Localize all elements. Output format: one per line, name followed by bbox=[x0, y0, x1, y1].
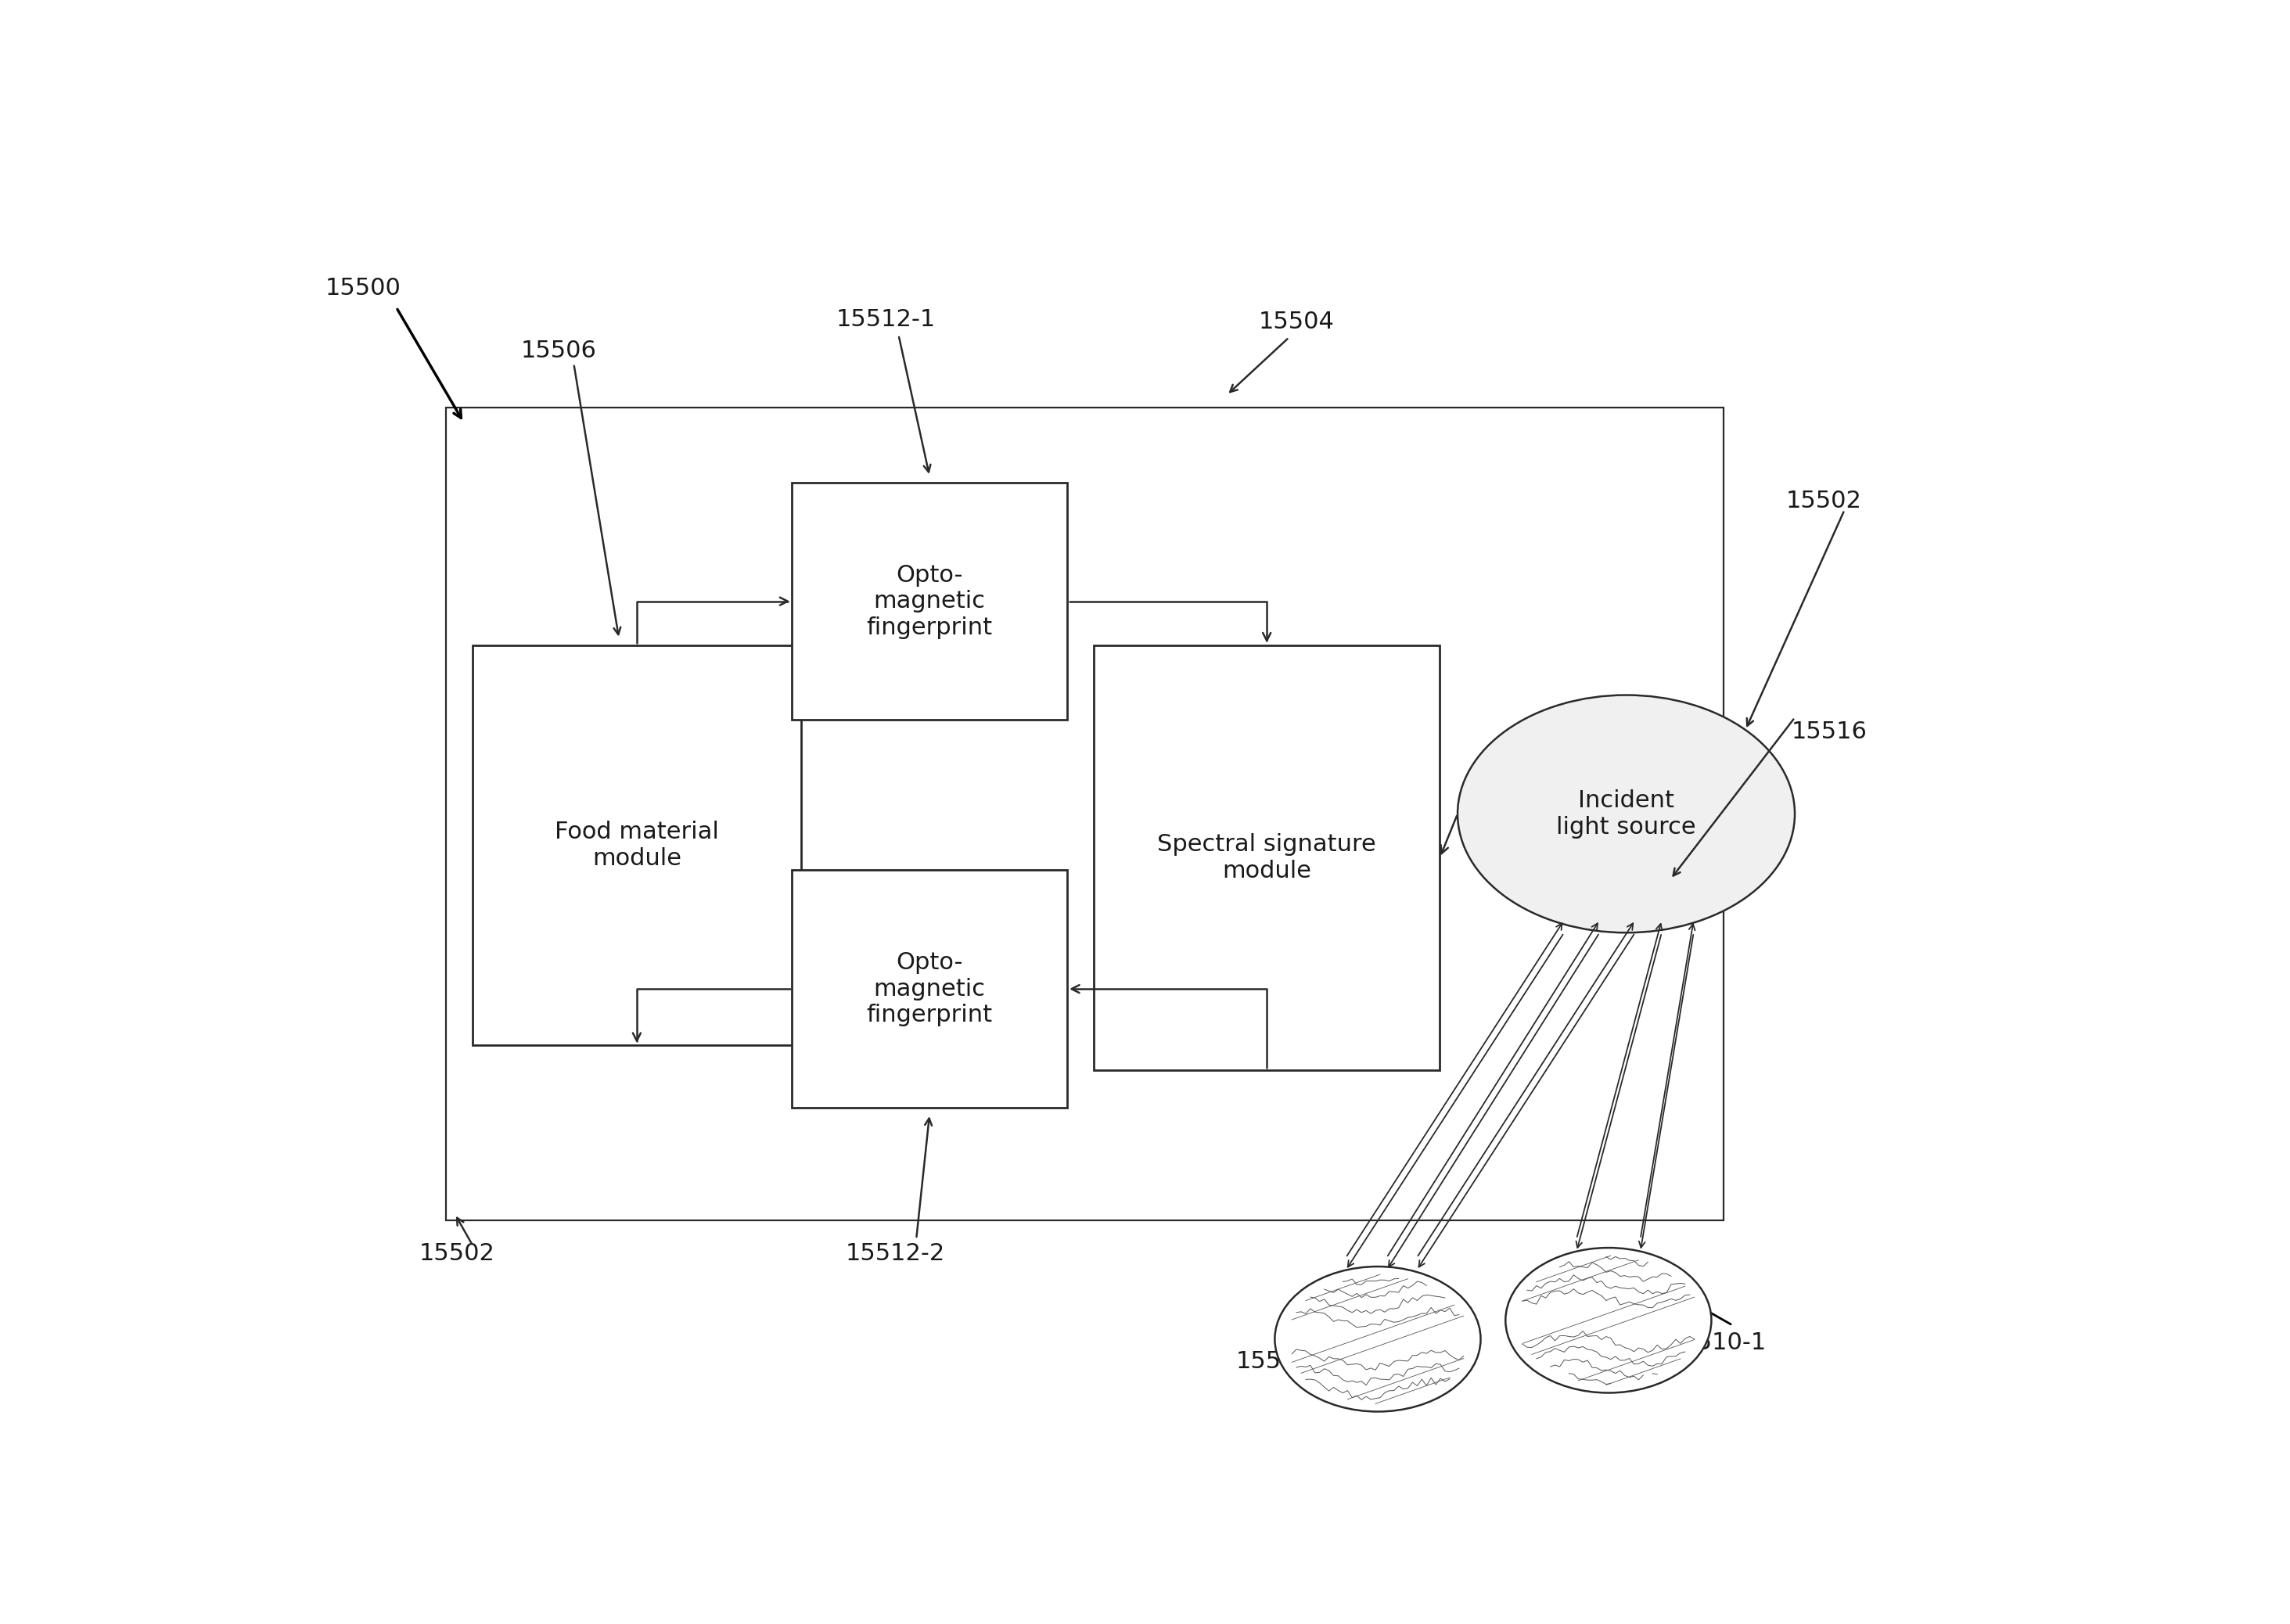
Text: Opto-
magnetic
fingerprint: Opto- magnetic fingerprint bbox=[866, 952, 992, 1026]
Circle shape bbox=[1276, 1267, 1482, 1411]
FancyBboxPatch shape bbox=[472, 645, 801, 1046]
Circle shape bbox=[1459, 695, 1795, 932]
Text: 15510-1: 15510-1 bbox=[1667, 1332, 1766, 1354]
FancyBboxPatch shape bbox=[792, 870, 1067, 1108]
FancyBboxPatch shape bbox=[792, 482, 1067, 719]
Text: Spectral signature
module: Spectral signature module bbox=[1156, 833, 1376, 882]
Text: 15510-2: 15510-2 bbox=[1237, 1350, 1335, 1372]
Text: 15502: 15502 bbox=[1786, 489, 1862, 512]
Text: 15504: 15504 bbox=[1260, 310, 1335, 333]
Circle shape bbox=[1505, 1247, 1711, 1393]
Text: Food material
module: Food material module bbox=[554, 820, 719, 869]
Text: Opto-
magnetic
fingerprint: Opto- magnetic fingerprint bbox=[866, 564, 992, 638]
Text: 15506: 15506 bbox=[520, 339, 595, 362]
Text: 15500: 15500 bbox=[325, 278, 401, 299]
Text: 15512-1: 15512-1 bbox=[836, 309, 937, 331]
FancyBboxPatch shape bbox=[1095, 645, 1440, 1070]
FancyBboxPatch shape bbox=[447, 408, 1724, 1220]
Text: 15502: 15502 bbox=[419, 1242, 495, 1265]
Text: Incident
light source: Incident light source bbox=[1557, 789, 1697, 838]
Text: 15516: 15516 bbox=[1791, 721, 1866, 744]
Text: 15512-2: 15512-2 bbox=[845, 1242, 946, 1265]
